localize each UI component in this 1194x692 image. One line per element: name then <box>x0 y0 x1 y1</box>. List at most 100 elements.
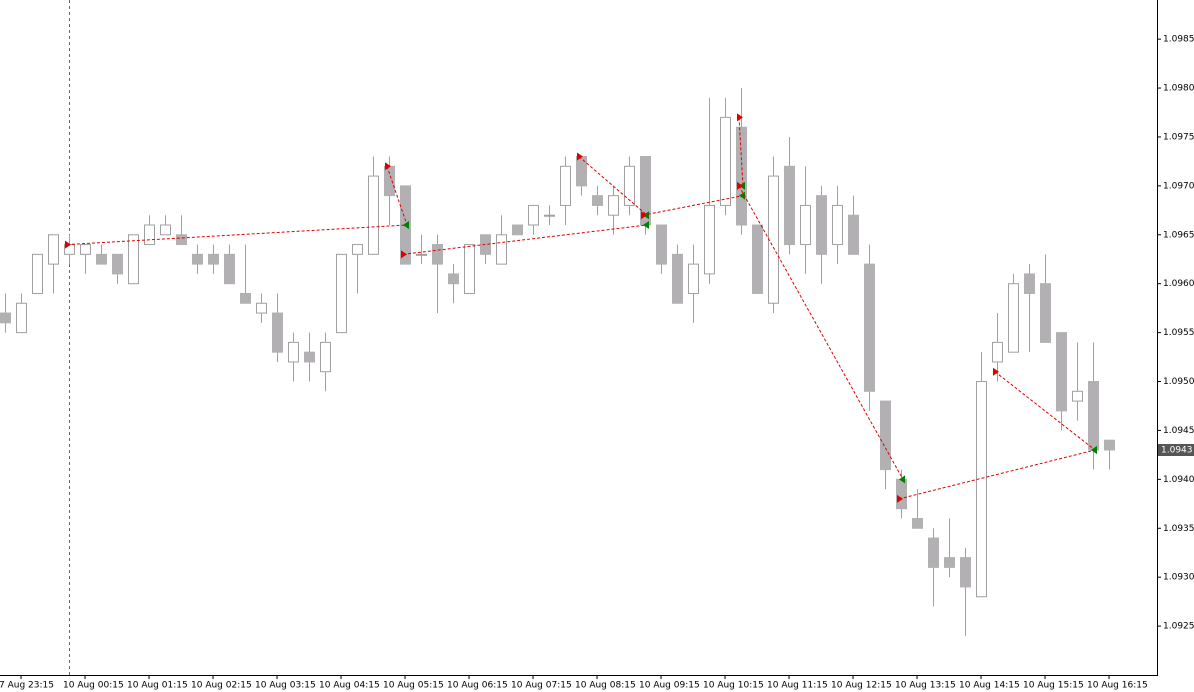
candle-body <box>32 253 43 294</box>
candle-body <box>384 165 395 197</box>
y-tick-label: 1.0935 <box>1163 524 1194 534</box>
trade-line <box>738 185 904 480</box>
candle-body <box>128 234 139 285</box>
candle-body <box>80 244 91 255</box>
trade-line <box>738 117 744 186</box>
candle-body <box>112 253 123 275</box>
candle-body <box>960 557 971 588</box>
candle-body <box>1024 273 1035 294</box>
candle-body <box>928 537 939 568</box>
y-tick-label: 1.0970 <box>1163 181 1194 191</box>
trade-line <box>386 166 408 226</box>
x-tick-label: 10 Aug 01:15 <box>127 681 188 691</box>
candle-body <box>608 195 619 216</box>
candle-body <box>336 253 347 334</box>
exit-arrow <box>739 191 745 200</box>
candle-body <box>880 400 891 471</box>
candle-body <box>560 165 571 206</box>
candle-body <box>736 126 747 226</box>
y-tick-label: 1.0985 <box>1163 35 1194 45</box>
x-tick-label: 10 Aug 08:15 <box>575 681 636 691</box>
entry-arrow <box>737 181 743 190</box>
candle-body <box>784 165 795 246</box>
x-tick-label: 7 Aug 23:15 <box>0 681 54 691</box>
candle-body <box>176 234 187 246</box>
candle-body <box>352 244 363 255</box>
candle-body <box>704 204 715 275</box>
candle-body <box>864 263 875 392</box>
candle-body <box>48 234 59 265</box>
trade-line <box>66 224 408 246</box>
candle-body <box>496 234 507 265</box>
candle-body <box>1104 439 1115 451</box>
x-tick-label: 10 Aug 03:15 <box>255 681 316 691</box>
x-tick-label: 10 Aug 06:15 <box>447 681 508 691</box>
candle-body <box>16 302 27 334</box>
candle-body <box>656 224 667 265</box>
candle-body <box>1088 381 1099 451</box>
trade-line <box>402 224 648 255</box>
entry-arrow <box>65 240 71 249</box>
x-tick-label: 10 Aug 12:15 <box>831 681 892 691</box>
candle-body <box>768 175 779 304</box>
candle-body <box>144 224 155 246</box>
candle-body <box>432 244 443 265</box>
candle-body <box>512 224 523 236</box>
x-tick-label: 10 Aug 04:15 <box>319 681 380 691</box>
candle-body <box>1040 283 1051 343</box>
candle-body <box>816 195 827 255</box>
candle-body <box>688 263 699 294</box>
candle-body <box>240 292 251 304</box>
candle-body <box>304 351 315 363</box>
y-tick-label: 1.0960 <box>1163 279 1194 289</box>
candle-body <box>416 253 427 256</box>
x-tick-label: 10 Aug 13:15 <box>895 681 956 691</box>
candle-body <box>0 312 11 324</box>
candle-body <box>256 302 267 314</box>
candle-body <box>448 273 459 285</box>
candle-body <box>208 253 219 265</box>
x-tick-label: 10 Aug 02:15 <box>191 681 252 691</box>
candle-body <box>800 204 811 246</box>
candle-body <box>720 116 731 206</box>
candle-body <box>992 341 1003 363</box>
y-tick-label: 1.0980 <box>1163 84 1194 94</box>
candle-body <box>976 381 987 598</box>
y-tick-label: 1.0975 <box>1163 132 1194 142</box>
trade-line <box>898 449 1096 500</box>
x-tick-label: 10 Aug 14:15 <box>959 681 1020 691</box>
candle-body <box>848 214 859 255</box>
exit-arrow <box>643 221 649 229</box>
current-price-label: 1.0943 <box>1161 446 1193 456</box>
entry-arrow <box>385 162 391 171</box>
exit-arrow <box>899 475 905 484</box>
candle-body <box>320 341 331 373</box>
trade-line <box>642 195 744 216</box>
x-tick-label: 10 Aug 11:15 <box>767 681 828 691</box>
candle-body <box>912 517 923 529</box>
candle-body <box>544 214 555 217</box>
exit-arrow <box>1091 446 1097 454</box>
x-tick-label: 10 Aug 10:15 <box>703 681 764 691</box>
entry-arrow <box>641 211 647 220</box>
x-tick-label: 10 Aug 16:15 <box>1087 681 1148 691</box>
candle-body <box>288 341 299 363</box>
candle-body <box>832 204 843 246</box>
entry-arrow <box>577 152 583 161</box>
candle-body <box>752 224 763 294</box>
candle-body <box>464 244 475 294</box>
x-tick-label: 10 Aug 00:15 <box>63 681 124 691</box>
candle-body <box>672 253 683 304</box>
candle-body <box>1008 283 1019 353</box>
y-tick-label: 1.0930 <box>1163 573 1194 583</box>
candle-body <box>528 204 539 226</box>
entry-arrow <box>401 250 407 259</box>
trade-line <box>994 371 1096 451</box>
candle-body <box>1056 332 1067 412</box>
x-tick-label: 10 Aug 09:15 <box>639 681 700 691</box>
entry-arrow <box>897 494 903 503</box>
candle-body <box>368 175 379 255</box>
candle-body <box>192 253 203 265</box>
candle-body <box>944 557 955 568</box>
